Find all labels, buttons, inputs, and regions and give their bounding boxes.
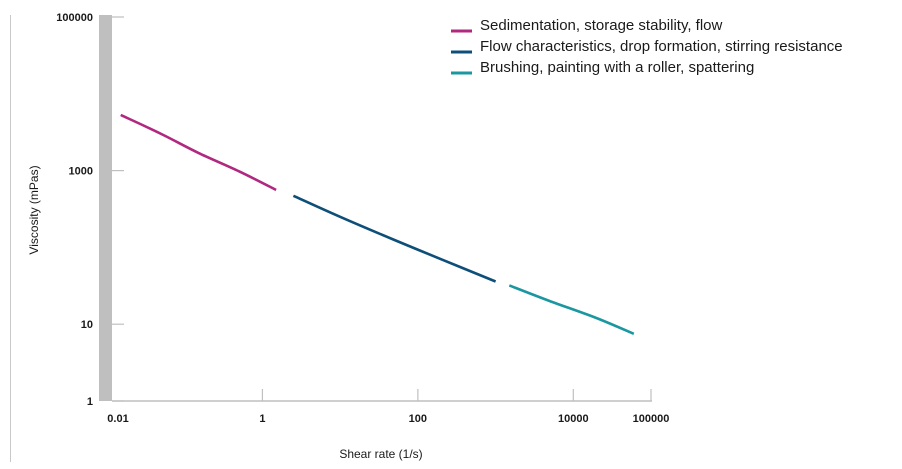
- y-tick-label: 1000: [69, 166, 93, 178]
- y-axis-title: Viscosity (mPas): [27, 165, 41, 254]
- legend-label-3: Brushing, painting with a roller, spatte…: [480, 59, 754, 76]
- y-tick-label: 1: [87, 396, 93, 408]
- series-line-2: [292, 194, 497, 283]
- x-axis-ticks: 0.01 1 100 10000 100000: [107, 389, 669, 425]
- y-axis-ticks: 1 10 1000 100000: [56, 12, 124, 408]
- x-tick-label: 1: [259, 413, 265, 425]
- x-tick-label: 10000: [558, 413, 589, 425]
- series-line-1: [120, 113, 277, 192]
- y-tick-label: 100000: [56, 12, 93, 24]
- series-layer: [120, 113, 635, 335]
- x-tick-label: 0.01: [107, 413, 128, 425]
- legend: Sedimentation, storage stability, flow Fl…: [451, 17, 843, 76]
- x-axis-title: Shear rate (1/s): [339, 447, 422, 461]
- y-tick-label: 10: [81, 319, 93, 331]
- legend-label-2: Flow characteristics, drop formation, st…: [480, 38, 843, 55]
- x-tick-label: 100: [409, 413, 427, 425]
- legend-label-1: Sedimentation, storage stability, flow: [480, 17, 723, 34]
- left-border-line: [10, 15, 11, 462]
- series-line-3: [508, 284, 635, 335]
- x-tick-label: 100000: [633, 413, 670, 425]
- y-axis-bar: [99, 15, 112, 401]
